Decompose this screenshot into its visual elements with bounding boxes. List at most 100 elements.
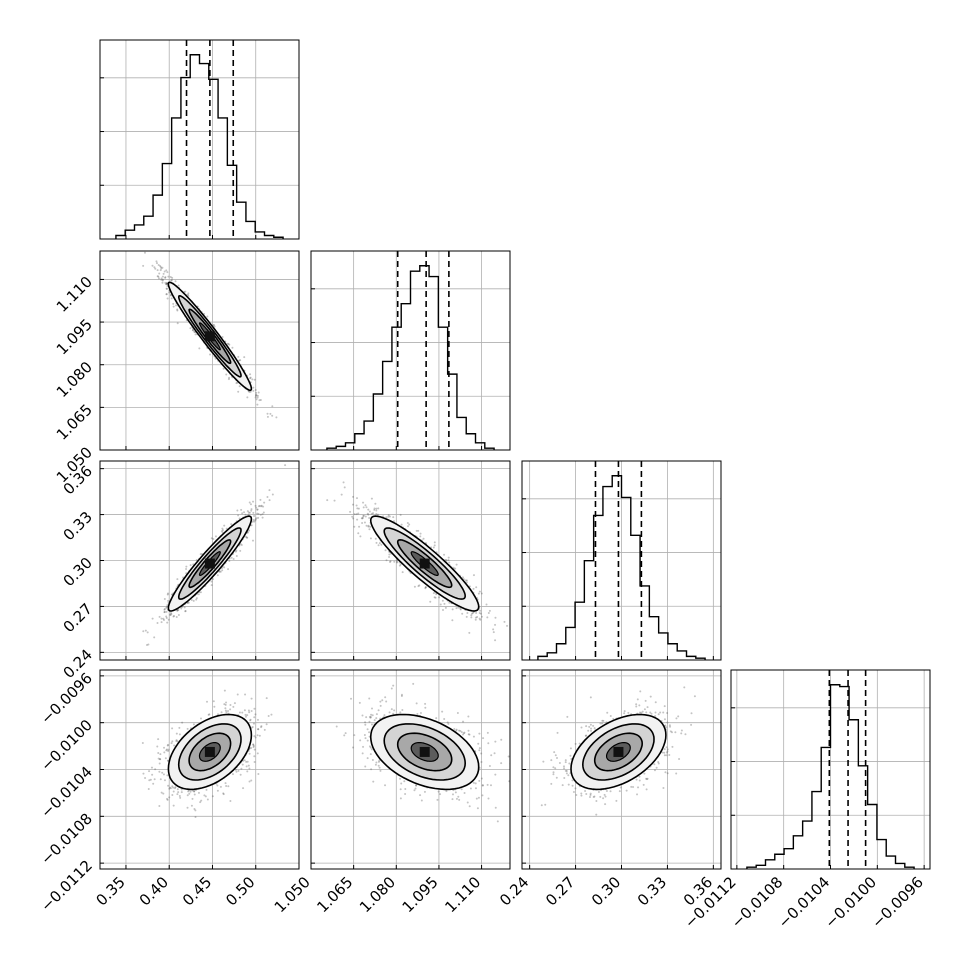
scatter-point — [368, 510, 371, 513]
scatter-point — [641, 710, 644, 713]
scatter-point — [250, 509, 253, 512]
scatter-point — [585, 725, 588, 728]
scatter-point — [154, 768, 157, 771]
scatter-point — [222, 793, 225, 796]
scatter-point — [252, 500, 255, 503]
scatter-point — [248, 780, 251, 783]
scatter-point — [343, 486, 346, 489]
joint-panel-3-0 — [99, 669, 300, 870]
scatter-point — [458, 798, 461, 801]
scatter-point — [556, 731, 559, 734]
scatter-point — [250, 779, 253, 782]
scatter-point — [257, 512, 260, 515]
scatter-point — [176, 609, 179, 612]
scatter-point — [429, 600, 432, 603]
scatter-point — [223, 689, 226, 692]
scatter-point — [378, 766, 381, 769]
scatter-point — [423, 790, 426, 793]
scatter-point — [148, 770, 151, 773]
scatter-point — [237, 390, 240, 393]
scatter-point — [375, 512, 378, 515]
scatter-point — [246, 714, 249, 717]
scatter-point — [193, 793, 196, 796]
scatter-point — [477, 592, 480, 595]
scatter-point — [606, 711, 609, 714]
scatter-point — [227, 785, 230, 788]
scatter-point — [474, 787, 477, 790]
scatter-point — [645, 788, 648, 791]
scatter-point — [253, 520, 256, 523]
scatter-point — [168, 787, 171, 790]
scatter-point — [248, 501, 251, 504]
x-tick-label: −0.0096 — [868, 873, 927, 932]
scatter-point — [163, 746, 166, 749]
scatter-point — [192, 599, 195, 602]
scatter-point — [207, 713, 210, 716]
scatter-point — [227, 378, 230, 381]
scatter-point — [166, 774, 169, 777]
scatter-point — [567, 774, 570, 777]
scatter-point — [163, 598, 166, 601]
scatter-point — [444, 558, 447, 561]
scatter-point — [481, 794, 484, 797]
scatter-point — [477, 796, 480, 799]
scatter-point — [161, 278, 164, 281]
scatter-point — [259, 498, 262, 501]
scatter-point — [216, 784, 219, 787]
scatter-point — [675, 772, 678, 775]
scatter-point — [663, 718, 666, 721]
scatter-point — [254, 504, 257, 507]
scatter-point — [555, 776, 558, 779]
scatter-point — [377, 709, 380, 712]
scatter-point — [550, 782, 553, 785]
scatter-point — [156, 275, 159, 278]
scatter-point — [472, 587, 475, 590]
scatter-point — [169, 611, 172, 614]
scatter-point — [199, 591, 202, 594]
scatter-point — [383, 714, 386, 717]
scatter-point — [166, 297, 169, 300]
scatter-point — [569, 747, 572, 750]
scatter-point — [385, 516, 388, 519]
scatter-point — [609, 714, 612, 717]
scatter-point — [480, 592, 483, 595]
scatter-point — [221, 569, 224, 572]
scatter-point — [555, 756, 558, 759]
scatter-point — [167, 743, 170, 746]
scatter-point — [193, 330, 196, 333]
scatter-point — [480, 777, 483, 780]
scatter-point — [455, 728, 458, 731]
scatter-point — [189, 790, 192, 793]
scatter-point — [364, 721, 367, 724]
scatter-point — [263, 728, 266, 731]
scatter-point — [480, 760, 483, 763]
scatter-point — [166, 798, 169, 801]
scatter-point — [184, 290, 187, 293]
scatter-point — [566, 715, 569, 718]
scatter-point — [433, 596, 436, 599]
scatter-point — [364, 765, 367, 768]
scatter-point — [445, 790, 448, 793]
scatter-point — [157, 752, 160, 755]
scatter-point — [247, 709, 250, 712]
scatter-point — [668, 754, 671, 757]
scatter-point — [388, 711, 391, 714]
scatter-point — [256, 718, 259, 721]
scatter-point — [418, 584, 421, 587]
scatter-point — [168, 796, 171, 799]
scatter-point — [143, 251, 146, 254]
scatter-point — [457, 795, 460, 798]
scatter-point — [183, 606, 186, 609]
scatter-point — [225, 701, 228, 704]
scatter-point — [455, 797, 458, 800]
scatter-point — [649, 695, 652, 698]
scatter-point — [161, 266, 164, 269]
scatter-point — [665, 746, 668, 749]
scatter-point — [374, 537, 377, 540]
scatter-point — [374, 763, 377, 766]
scatter-point — [252, 743, 255, 746]
scatter-point — [177, 608, 180, 611]
scatter-point — [381, 699, 384, 702]
scatter-point — [417, 529, 420, 532]
scatter-point — [165, 615, 168, 618]
